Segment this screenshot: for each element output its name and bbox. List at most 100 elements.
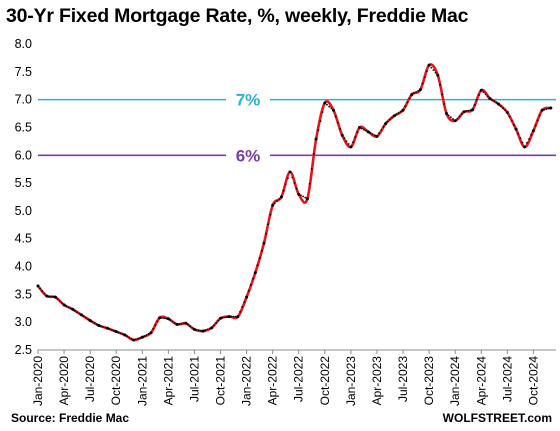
- y-tick-label: 3.5: [15, 287, 32, 301]
- weekly-marker: [441, 93, 443, 96]
- data-point: [106, 326, 109, 330]
- weekly-marker: [52, 296, 55, 298]
- weekly-marker: [343, 137, 346, 140]
- data-point: [497, 102, 501, 106]
- x-tick-label: Jul-2020: [83, 356, 97, 402]
- weekly-marker: [93, 322, 96, 324]
- weekly-marker: [69, 307, 72, 310]
- weekly-marker: [145, 334, 148, 336]
- weekly-marker: [334, 115, 337, 118]
- x-tick-label: Oct-2023: [422, 356, 436, 406]
- weekly-marker: [134, 338, 137, 341]
- weekly-marker: [423, 76, 426, 79]
- y-tick-label: 2.5: [15, 343, 32, 357]
- weekly-marker: [536, 119, 539, 122]
- weekly-marker: [241, 306, 244, 308]
- weekly-marker: [469, 109, 472, 112]
- weekly-marker: [284, 183, 287, 186]
- weekly-marker: [278, 198, 281, 201]
- series-layer: [36, 63, 553, 342]
- data-point: [514, 127, 518, 131]
- x-axis: Jan-2020 Apr-2020 Jul-2020 Oct-2020 Jan-2021…: [31, 350, 540, 406]
- y-tick-label: 4.0: [15, 260, 32, 274]
- data-point: [80, 313, 83, 317]
- data-point: [410, 93, 414, 97]
- weekly-marker: [147, 333, 150, 335]
- weekly-marker: [169, 319, 172, 322]
- data-point: [505, 110, 509, 114]
- weekly-marker: [87, 318, 89, 320]
- weekly-marker: [528, 138, 530, 140]
- weekly-marker: [82, 315, 85, 318]
- weekly-marker: [545, 108, 548, 110]
- data-point: [540, 108, 544, 112]
- weekly-marker: [74, 309, 76, 312]
- weekly-marker: [413, 92, 415, 95]
- data-point: [166, 317, 170, 321]
- weekly-marker: [452, 118, 454, 120]
- data-point: [97, 324, 101, 327]
- weekly-marker: [356, 131, 359, 134]
- weekly-marker: [486, 95, 489, 98]
- data-point: [549, 106, 553, 110]
- x-tick-label: Apr-2020: [57, 356, 71, 406]
- weekly-marker: [478, 94, 480, 96]
- reference-label-bg: [226, 145, 270, 166]
- weekly-marker: [117, 331, 120, 334]
- weekly-marker: [373, 134, 376, 137]
- x-tick-label: Jul-2023: [396, 356, 410, 402]
- weekly-marker: [215, 322, 218, 324]
- weekly-marker: [400, 110, 402, 113]
- weekly-marker: [408, 97, 411, 100]
- weekly-marker: [217, 319, 220, 322]
- weekly-marker: [91, 320, 94, 323]
- weekly-marker: [234, 315, 237, 318]
- weekly-marker: [256, 264, 259, 267]
- weekly-marker: [252, 277, 255, 280]
- weekly-marker: [389, 118, 391, 121]
- data-point: [531, 129, 535, 133]
- weekly-marker: [504, 109, 507, 112]
- weekly-marker: [154, 324, 157, 327]
- y-tick-label: 7.0: [15, 93, 32, 107]
- data-point: [384, 122, 388, 126]
- weekly-marker: [247, 290, 250, 292]
- data-point: [158, 316, 162, 320]
- data-point: [140, 335, 144, 339]
- weekly-marker: [421, 82, 424, 85]
- data-point: [175, 322, 179, 326]
- weekly-marker: [395, 113, 398, 116]
- weekly-marker: [434, 71, 437, 74]
- data-point: [192, 327, 196, 331]
- weekly-marker: [139, 337, 142, 339]
- x-tick-label: Jan-2024: [448, 356, 462, 406]
- weekly-marker: [121, 333, 124, 335]
- x-tick-label: Jan-2022: [240, 356, 254, 406]
- data-point: [210, 326, 214, 330]
- weekly-marker: [465, 110, 467, 113]
- data-point: [132, 338, 136, 342]
- weekly-marker: [282, 189, 285, 192]
- weekly-marker: [76, 311, 78, 314]
- y-tick-label: 6.0: [15, 148, 32, 162]
- weekly-marker: [67, 306, 70, 309]
- weekly-marker: [58, 300, 61, 302]
- x-tick-label: Jan-2021: [135, 356, 149, 406]
- weekly-marker: [113, 329, 115, 332]
- data-point: [114, 330, 118, 334]
- data-point: [471, 108, 475, 112]
- data-point: [184, 321, 188, 325]
- weekly-marker: [239, 310, 242, 313]
- weekly-marker: [484, 93, 487, 96]
- data-point: [201, 329, 205, 333]
- weekly-marker: [326, 103, 328, 106]
- weekly-marker: [130, 337, 133, 340]
- weekly-marker: [243, 301, 246, 303]
- weekly-marker: [56, 298, 59, 300]
- data-point: [288, 170, 292, 174]
- weekly-marker: [426, 70, 428, 73]
- weekly-marker: [508, 115, 511, 118]
- weekly-marker: [519, 137, 522, 139]
- series-line: [36, 63, 553, 342]
- data-point: [149, 331, 153, 335]
